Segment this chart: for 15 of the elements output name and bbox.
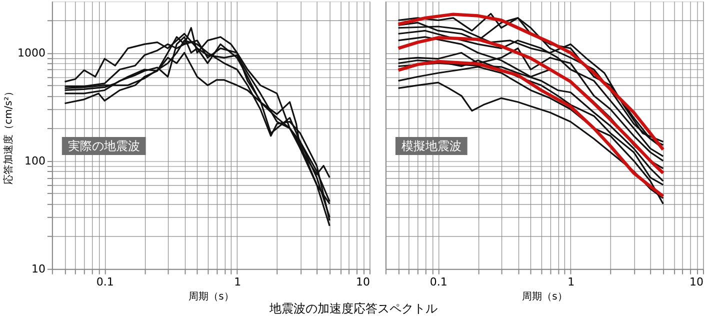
y-tick-label: 10 <box>31 262 46 276</box>
y-tick-label: 100 <box>24 154 46 168</box>
x-axis-title: 周期（s） <box>188 290 234 302</box>
x-tick-label: 1 <box>234 275 242 288</box>
x-tick-label: 1 <box>568 275 575 288</box>
x-tick-label: 0.1 <box>430 275 448 288</box>
x-axis-title: 周期（s） <box>522 290 568 302</box>
annotation: 実際の地震波 <box>68 139 140 154</box>
text: 地震波の加速度応答スペクトル <box>268 301 438 316</box>
annotation: 模擬地震波 <box>401 139 462 154</box>
y-axis-title: 応答加速度（cm/s²） <box>2 86 14 184</box>
x-tick-label: 0.1 <box>96 275 114 288</box>
y-tick-label: 1000 <box>18 46 46 60</box>
x-tick-label: 10 <box>690 275 704 288</box>
x-tick-label: 10 <box>356 275 370 288</box>
